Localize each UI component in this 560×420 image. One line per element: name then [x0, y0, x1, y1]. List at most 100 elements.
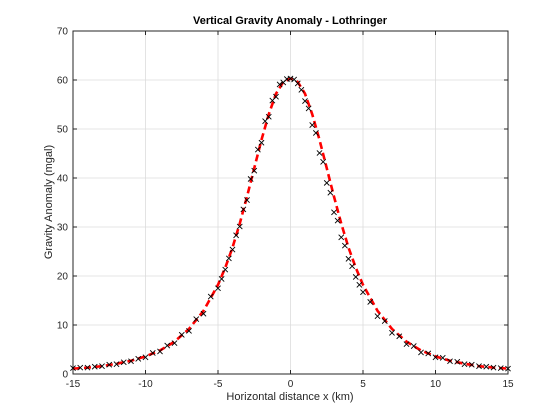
observed-point-marker	[222, 266, 229, 273]
y-tick-label: 0	[62, 370, 68, 381]
marker-stroke	[135, 355, 142, 362]
marker-stroke	[251, 167, 258, 174]
x-tick-label: 5	[360, 379, 366, 390]
observed-point-marker	[447, 358, 453, 365]
marker-stroke	[276, 81, 283, 88]
observed-point-marker	[345, 255, 352, 262]
chart-title: Vertical Gravity Anomaly - Lothringer	[193, 15, 388, 27]
observed-point-marker	[305, 105, 312, 112]
observed-point-marker	[142, 354, 149, 361]
x-tick-label: 10	[430, 379, 442, 390]
observed-point-marker	[461, 361, 468, 368]
marker-stroke	[432, 354, 439, 361]
marker-stroke	[476, 363, 482, 370]
marker-stroke	[287, 75, 294, 82]
marker-stroke	[454, 358, 461, 365]
observed-point-marker	[186, 327, 192, 334]
observed-point-marker	[476, 363, 482, 370]
observed-point-marker	[149, 350, 156, 356]
observed-point-marker	[258, 139, 265, 146]
observed-point-marker	[396, 333, 403, 340]
marker-stroke	[483, 363, 490, 370]
marker-stroke	[120, 359, 127, 366]
observed-point-marker	[403, 341, 410, 348]
marker-stroke	[447, 358, 453, 365]
observed-point-marker	[334, 217, 341, 224]
x-tick-label: 0	[288, 379, 294, 390]
marker-stroke	[99, 363, 105, 370]
marker-stroke	[218, 276, 225, 282]
marker-stroke	[91, 363, 98, 370]
series	[70, 75, 511, 372]
marker-stroke	[334, 217, 341, 224]
observed-point-marker	[439, 354, 446, 361]
marker-stroke	[403, 341, 410, 348]
marker-stroke	[425, 350, 432, 357]
observed-point-marker	[233, 232, 240, 239]
observed-point-marker	[254, 146, 261, 153]
x-tick-label: -5	[214, 379, 223, 390]
y-tick-label: 40	[57, 174, 69, 185]
y-axis-title: Gravity Anomaly (mgal)	[43, 145, 55, 259]
observed-point-marker	[418, 349, 424, 356]
marker-stroke	[468, 361, 475, 368]
observed-point-marker	[294, 80, 301, 87]
marker-stroke	[298, 86, 305, 93]
observed-point-marker	[320, 158, 327, 165]
observed-point-marker	[70, 365, 76, 372]
marker-stroke	[233, 232, 240, 239]
marker-stroke	[323, 179, 330, 186]
observed-point-marker	[215, 285, 221, 292]
y-tick-label: 10	[57, 321, 69, 332]
marker-stroke	[356, 281, 363, 288]
observed-point-marker	[497, 365, 504, 372]
observed-point-marker	[505, 365, 511, 372]
observed-point-marker	[77, 364, 84, 371]
observed-point-marker	[302, 98, 308, 104]
marker-stroke	[327, 189, 334, 196]
observed-point-marker	[483, 363, 490, 370]
observed-point-marker	[91, 363, 98, 370]
marker-stroke	[312, 130, 319, 136]
observed-point-marker	[84, 364, 91, 371]
marker-stroke	[497, 365, 504, 372]
marker-stroke	[113, 361, 120, 368]
marker-stroke	[215, 285, 221, 292]
marker-stroke	[77, 364, 84, 371]
grid	[72, 30, 509, 375]
marker-stroke	[171, 340, 178, 347]
observed-point-marker	[157, 348, 163, 355]
marker-stroke	[262, 118, 269, 125]
observed-point-marker	[236, 223, 243, 230]
marker-stroke	[193, 316, 200, 323]
observed-point-marker	[171, 340, 178, 347]
observed-point-marker	[331, 209, 337, 216]
marker-stroke	[70, 365, 76, 372]
marker-stroke	[200, 310, 207, 317]
observed-point-marker	[262, 118, 269, 125]
marker-stroke	[106, 361, 113, 368]
observed-point-marker	[128, 358, 134, 365]
observed-point-marker	[349, 263, 356, 270]
marker-stroke	[302, 98, 308, 104]
observed-point-marker	[389, 329, 395, 336]
observed-point-marker	[454, 358, 461, 365]
marker-stroke	[367, 299, 374, 305]
observed-point-marker	[178, 331, 185, 338]
observed-point-marker	[367, 299, 374, 305]
observed-point-marker	[135, 355, 142, 362]
marker-stroke	[84, 364, 91, 371]
observed-point-marker	[207, 293, 214, 300]
marker-stroke	[374, 313, 381, 320]
observed-point-marker	[298, 86, 305, 93]
marker-stroke	[229, 246, 236, 253]
marker-stroke	[273, 93, 279, 100]
observed-point-marker	[251, 167, 258, 174]
observed-point-marker	[356, 281, 363, 288]
marker-stroke	[381, 318, 388, 324]
observed-point-marker	[276, 81, 283, 88]
x-tick-label: -10	[138, 379, 153, 390]
ticks: -15 -10 -5 0 5 10 15 0 10 20 30 40 50 60 70	[57, 27, 514, 391]
marker-stroke	[222, 266, 229, 273]
